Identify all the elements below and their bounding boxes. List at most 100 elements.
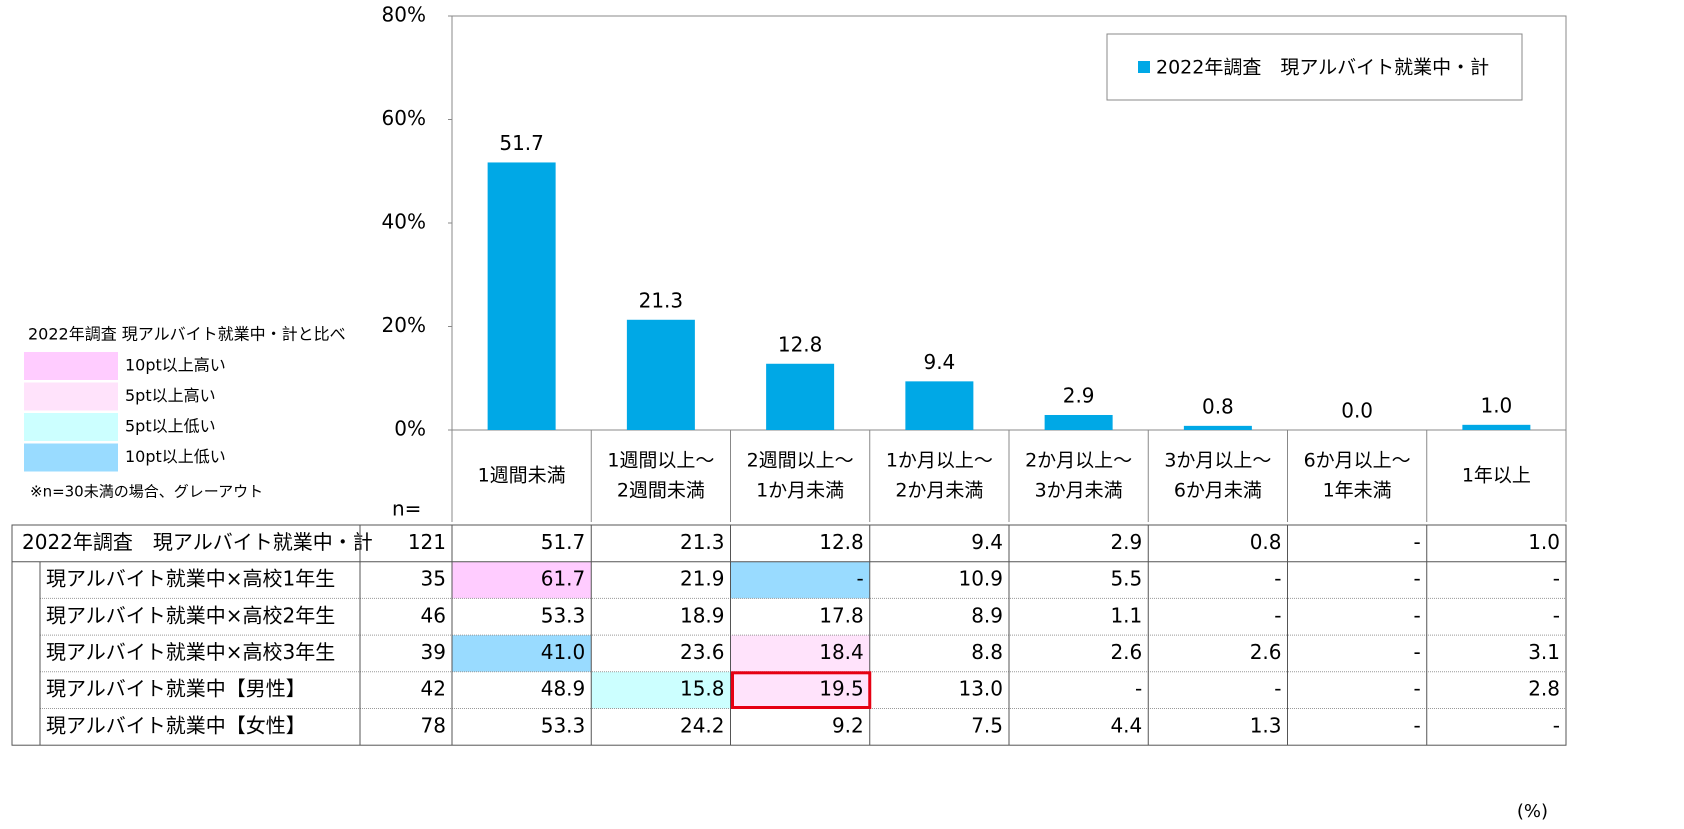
cell-value: -: [1414, 603, 1421, 627]
y-tick-label: 80%: [382, 3, 426, 27]
cell-value: 9.2: [832, 713, 864, 737]
y-tick-label: 60%: [382, 106, 426, 130]
cell-shading: [591, 671, 731, 709]
shading-swatch: [24, 443, 118, 472]
cell-value: -: [1414, 677, 1421, 701]
cell-value: 2.6: [1110, 640, 1142, 664]
shading-swatch: [24, 382, 118, 411]
cell-value: 2.9: [1110, 530, 1142, 554]
cell-value: 18.4: [819, 640, 864, 664]
cell-value: 18.9: [680, 603, 725, 627]
value-label: 1.0: [1480, 393, 1512, 417]
row-label: 現アルバイト就業中×高校2年生: [46, 603, 335, 627]
cell-value: 0.8: [1250, 530, 1282, 554]
bar: [1044, 414, 1113, 430]
legend-box: [1106, 33, 1523, 101]
row-label: 2022年調査 現アルバイト就業中・計: [22, 530, 373, 554]
y-tick-label: 20%: [382, 313, 426, 337]
value-label: 0.8: [1202, 394, 1234, 418]
cell-value: -: [1414, 713, 1421, 737]
cell-value: -: [1414, 567, 1421, 591]
legend-label: 2022年調査 現アルバイト就業中・計: [1156, 57, 1489, 79]
row-n: 78: [421, 713, 446, 737]
cell-value: 53.3: [541, 713, 586, 737]
row-n: 39: [421, 640, 446, 664]
cell-value: 1.3: [1250, 713, 1282, 737]
cell-shading: [452, 635, 592, 672]
bar: [905, 381, 974, 430]
cell-value: -: [1553, 713, 1560, 737]
value-label: 12.8: [778, 332, 823, 356]
y-tick-label: 0%: [394, 417, 426, 441]
cell-value: 8.8: [971, 640, 1003, 664]
x-tick-label: 2週間以上～: [747, 450, 854, 472]
cell-value: 21.3: [680, 530, 725, 554]
x-tick-label: 2か月以上～: [1025, 450, 1132, 472]
x-tick-label: 1か月未満: [756, 480, 844, 502]
cell-value: 24.2: [680, 713, 725, 737]
legend-swatch: [1138, 61, 1150, 73]
bar: [487, 162, 556, 430]
cell-value: -: [1414, 640, 1421, 664]
cell-value: -: [1135, 677, 1142, 701]
row-label: 現アルバイト就業中【女性】: [46, 713, 306, 737]
value-label: 51.7: [499, 131, 544, 155]
shading-legend-title: 2022年調査 現アルバイト就業中・計と比べ: [28, 325, 346, 344]
bar: [1183, 425, 1252, 430]
value-label: 0.0: [1341, 399, 1373, 423]
cell-value: -: [1553, 567, 1560, 591]
cell-value: 12.8: [819, 530, 864, 554]
cell-value: 10.9: [958, 567, 1003, 591]
bar: [626, 319, 695, 430]
y-tick-label: 40%: [382, 210, 426, 234]
cell-value: 5.5: [1110, 567, 1142, 591]
cell-value: -: [1553, 603, 1560, 627]
shading-label: 5pt以上低い: [125, 417, 216, 436]
highlight-box: [731, 671, 872, 709]
row-label: 現アルバイト就業中×高校1年生: [46, 567, 335, 591]
shading-swatch: [24, 352, 118, 380]
bar: [1462, 424, 1531, 430]
row-label: 現アルバイト就業中【男性】: [46, 677, 306, 701]
x-tick-label: 1週間未満: [478, 465, 566, 487]
cell-value: 41.0: [541, 640, 586, 664]
value-label: 9.4: [923, 350, 955, 374]
cell-value: -: [1414, 530, 1421, 554]
cell-value: 53.3: [541, 603, 586, 627]
cell-value: 15.8: [680, 677, 725, 701]
cell-value: 23.6: [680, 640, 725, 664]
shading-swatch: [24, 413, 118, 441]
cell-value: -: [1274, 603, 1281, 627]
x-tick-label: 1週間以上～: [607, 450, 714, 472]
cell-value: 2.6: [1250, 640, 1282, 664]
cell-value: 3.1: [1528, 640, 1560, 664]
x-tick-label: 1年未満: [1323, 480, 1392, 502]
row-label: 現アルバイト就業中×高校3年生: [46, 640, 335, 664]
cell-value: 51.7: [541, 530, 586, 554]
cell-value: 61.7: [541, 567, 586, 591]
n-label: n=: [392, 497, 421, 521]
x-tick-label: 3か月以上～: [1164, 450, 1271, 472]
cell-shading: [730, 671, 870, 709]
x-tick-label: 6か月以上～: [1304, 450, 1411, 472]
cell-value: 8.9: [971, 603, 1003, 627]
bar: [766, 363, 835, 430]
cell-value: 1.1: [1110, 603, 1142, 627]
cell-value: -: [1274, 677, 1281, 701]
unit-label: (%): [1517, 801, 1548, 822]
cell-value: 1.0: [1528, 530, 1560, 554]
x-tick-label: 3か月未満: [1035, 480, 1123, 502]
row-n: 35: [421, 567, 446, 591]
x-tick-label: 2週間未満: [617, 480, 705, 502]
shading-label: 5pt以上高い: [125, 386, 216, 405]
cell-value: 7.5: [971, 713, 1003, 737]
row-n: 42: [421, 677, 446, 701]
cell-value: 4.4: [1110, 713, 1142, 737]
shading-label: 10pt以上低い: [125, 447, 226, 466]
x-tick-label: 1年以上: [1462, 465, 1531, 487]
cell-value: 21.9: [680, 567, 725, 591]
value-label: 2.9: [1063, 383, 1095, 407]
cell-value: 17.8: [819, 603, 864, 627]
cell-value: 19.5: [819, 677, 864, 701]
